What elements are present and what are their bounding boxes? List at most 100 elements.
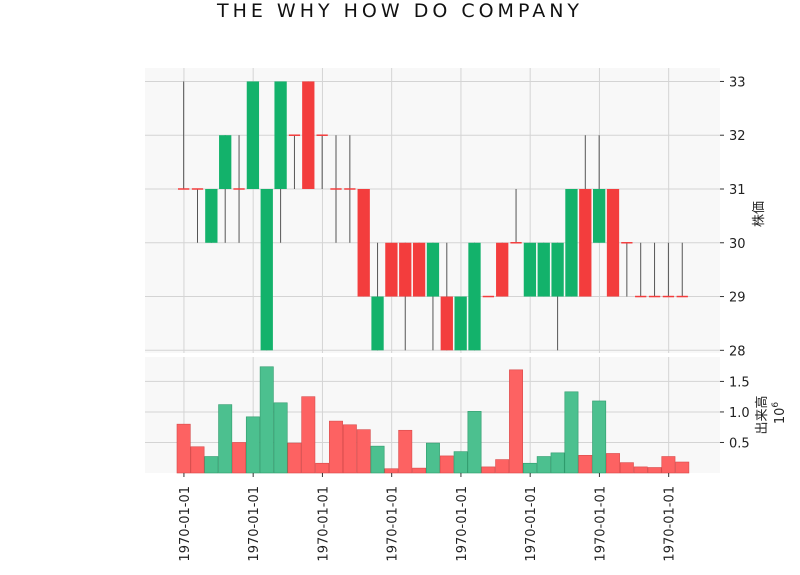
candle <box>344 135 356 243</box>
price-tick-label: 29 <box>729 291 746 306</box>
volume-bar <box>412 467 427 474</box>
candle <box>454 296 467 351</box>
volume-bars <box>176 366 690 474</box>
volume-bar <box>467 411 482 474</box>
volume-bar <box>481 466 496 474</box>
candle-body <box>385 242 398 297</box>
candle <box>565 188 578 297</box>
price-tick-label: 33 <box>729 75 746 90</box>
volume-bar <box>329 420 343 474</box>
candle <box>662 242 675 298</box>
volume-bar <box>259 366 274 474</box>
candle <box>648 242 661 298</box>
candle-body <box>205 188 218 243</box>
candle-body <box>371 296 384 351</box>
candle <box>246 81 260 189</box>
volume-tick-label: 0.5 <box>729 436 750 451</box>
candle-body <box>454 296 467 351</box>
volume-bar <box>633 466 648 474</box>
volume-bar <box>619 462 634 474</box>
candle <box>191 188 204 243</box>
volume-bar <box>273 402 288 474</box>
volume-bar <box>647 467 662 474</box>
candle-body <box>593 188 606 243</box>
volume-bar <box>606 453 620 474</box>
x-tick-label: 1970-01-01 <box>524 486 539 562</box>
volume-bar <box>592 400 607 474</box>
volume-bar <box>495 459 510 474</box>
candle <box>219 135 232 243</box>
candle <box>316 134 328 189</box>
price-tick-label: 30 <box>729 237 746 252</box>
candle-body <box>357 188 370 297</box>
candle <box>357 188 370 297</box>
candle-body <box>551 242 564 297</box>
volume-bar <box>536 456 551 474</box>
volume-axis: 0.5 1.0 1.5 <box>720 375 750 451</box>
candle-body <box>412 242 426 297</box>
candles <box>178 81 688 351</box>
volume-bar <box>176 423 191 474</box>
price-tick-label: 32 <box>729 129 746 144</box>
candle <box>260 188 273 351</box>
price-axis-label: 株価 <box>752 201 767 227</box>
candle-body <box>426 242 440 297</box>
candle <box>302 81 315 189</box>
volume-bar <box>509 369 523 474</box>
candle <box>274 81 287 243</box>
x-tick-label: 1970-01-01 <box>247 486 262 562</box>
price-tick-label: 28 <box>729 344 746 359</box>
x-tick-label: 1970-01-01 <box>455 486 470 562</box>
candle-body <box>246 81 260 189</box>
candle <box>496 242 509 297</box>
volume-bar <box>301 396 316 474</box>
volume-bar <box>204 456 219 474</box>
candle-body <box>496 242 509 297</box>
volume-bar <box>564 391 579 474</box>
candle-body <box>523 242 537 297</box>
candle <box>468 242 481 351</box>
volume-bar <box>453 451 468 474</box>
candle <box>621 242 633 297</box>
x-tick-label: 1970-01-01 <box>663 486 678 562</box>
candle <box>288 134 301 189</box>
volume-unit-exponent: 6 <box>771 402 781 408</box>
candle <box>233 135 245 243</box>
x-tick-label: 1970-01-01 <box>316 486 331 562</box>
candle-body <box>260 188 273 351</box>
volume-bar <box>425 442 440 474</box>
volume-bar <box>661 456 676 474</box>
candle <box>635 242 647 298</box>
candle <box>205 188 218 243</box>
candle-body <box>399 242 412 297</box>
volume-bar <box>578 454 593 474</box>
volume-bar <box>439 455 454 474</box>
candle <box>371 242 384 351</box>
volume-bar <box>356 429 371 474</box>
candle-body <box>565 188 578 297</box>
candle-body <box>468 242 481 351</box>
candle <box>385 242 398 297</box>
volume-tick-label: 1.5 <box>729 375 750 390</box>
volume-bar <box>550 452 565 474</box>
candle <box>510 188 522 244</box>
candle <box>178 81 190 190</box>
volume-tick-label: 1.0 <box>729 406 750 421</box>
candle <box>537 242 550 297</box>
candle <box>676 242 688 298</box>
candle-body <box>302 81 315 189</box>
candle-body <box>537 242 550 297</box>
candle <box>579 135 592 297</box>
x-axis: 1970-01-01 1970-01-01 1970-01-01 1970-01-01… <box>178 473 678 562</box>
candle <box>551 242 564 351</box>
candle-body <box>579 188 592 297</box>
candle <box>412 242 426 297</box>
volume-bar <box>245 416 260 474</box>
x-tick-label: 1970-01-01 <box>178 486 193 562</box>
candle-body <box>606 188 620 297</box>
candle <box>523 242 537 297</box>
volume-unit-label: 106 <box>771 402 788 425</box>
candle <box>440 242 453 351</box>
volume-bar <box>522 462 537 474</box>
